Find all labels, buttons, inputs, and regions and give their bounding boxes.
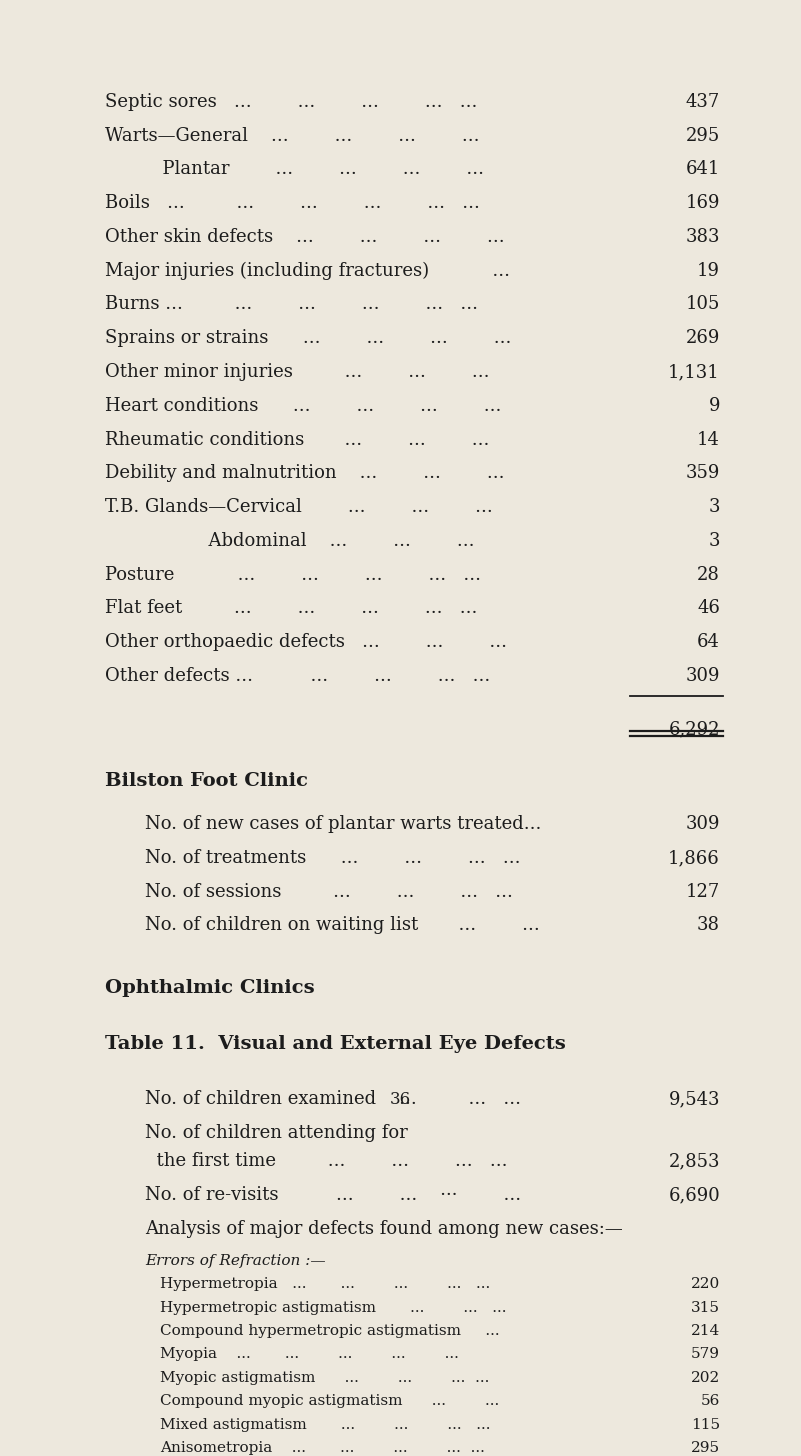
Text: Heart conditions      ...        ...        ...        ...: Heart conditions ... ... ... ...: [105, 397, 501, 415]
Text: 1,131: 1,131: [668, 363, 720, 381]
Text: 214: 214: [690, 1324, 720, 1338]
Text: Myopic astigmatism      ...        ...        ...  ...: Myopic astigmatism ... ... ... ...: [160, 1370, 489, 1385]
Text: Hypermetropia   ...       ...        ...        ...   ...: Hypermetropia ... ... ... ... ...: [160, 1277, 490, 1291]
Text: Hypermetropic astigmatism       ...        ...   ...: Hypermetropic astigmatism ... ... ...: [160, 1300, 506, 1315]
Text: Major injuries (including fractures)           ...: Major injuries (including fractures) ...: [105, 262, 510, 280]
Text: Boils   ...         ...        ...        ...        ...   ...: Boils ... ... ... ... ... ...: [105, 194, 480, 213]
Text: Other minor injuries         ...        ...        ...: Other minor injuries ... ... ...: [105, 363, 489, 381]
Text: Plantar        ...        ...        ...        ...: Plantar ... ... ... ...: [105, 160, 484, 179]
Text: 6,292: 6,292: [669, 719, 720, 738]
Text: Other orthopaedic defects   ...        ...        ...: Other orthopaedic defects ... ... ...: [105, 633, 507, 651]
Text: 6,690: 6,690: [668, 1187, 720, 1204]
Text: the first time         ...        ...        ...   ...: the first time ... ... ... ...: [145, 1152, 508, 1171]
Text: Flat feet         ...        ...        ...        ...   ...: Flat feet ... ... ... ... ...: [105, 600, 477, 617]
Text: Table 11.  Visual and External Eye Defects: Table 11. Visual and External Eye Defect…: [105, 1035, 566, 1053]
Text: 220: 220: [690, 1277, 720, 1291]
Text: Anisometropia    ...       ...        ...        ...  ...: Anisometropia ... ... ... ... ...: [160, 1441, 485, 1455]
Text: 383: 383: [686, 229, 720, 246]
Text: Sprains or strains      ...        ...        ...        ...: Sprains or strains ... ... ... ...: [105, 329, 511, 348]
Text: 359: 359: [686, 464, 720, 482]
Text: 641: 641: [686, 160, 720, 179]
Text: Other defects ...          ...        ...        ...   ...: Other defects ... ... ... ... ...: [105, 667, 490, 684]
Text: 1,866: 1,866: [668, 849, 720, 866]
Text: Other skin defects    ...        ...        ...        ...: Other skin defects ... ... ... ...: [105, 229, 505, 246]
Text: Myopia    ...       ...        ...        ...        ...: Myopia ... ... ... ... ...: [160, 1347, 459, 1361]
Text: Ophthalmic Clinics: Ophthalmic Clinics: [105, 980, 315, 997]
Text: Analysis of major defects found among new cases:—: Analysis of major defects found among ne…: [145, 1220, 622, 1238]
Text: No. of re-visits          ...        ...    ···        ...: No. of re-visits ... ... ··· ...: [145, 1187, 521, 1204]
Text: Mixed astigmatism       ...        ...        ...   ...: Mixed astigmatism ... ... ... ...: [160, 1418, 490, 1431]
Text: No. of sessions         ...        ...        ...   ...: No. of sessions ... ... ... ...: [145, 882, 513, 901]
Text: Warts—General    ...        ...        ...        ...: Warts—General ... ... ... ...: [105, 127, 480, 144]
Text: No. of treatments      ...        ...        ...   ...: No. of treatments ... ... ... ...: [145, 849, 521, 866]
Text: 169: 169: [686, 194, 720, 213]
Text: Compound hypermetropic astigmatism     ...: Compound hypermetropic astigmatism ...: [160, 1324, 500, 1338]
Text: Rheumatic conditions       ...        ...        ...: Rheumatic conditions ... ... ...: [105, 431, 489, 448]
Text: No. of new cases of plantar warts treated...: No. of new cases of plantar warts treate…: [145, 815, 541, 833]
Text: 19: 19: [697, 262, 720, 280]
Text: 9,543: 9,543: [669, 1091, 720, 1108]
Text: T.B. Glands—Cervical        ...        ...        ...: T.B. Glands—Cervical ... ... ...: [105, 498, 493, 515]
Text: No. of children on waiting list       ...        ...: No. of children on waiting list ... ...: [145, 916, 540, 935]
Text: 579: 579: [691, 1347, 720, 1361]
Text: 202: 202: [690, 1370, 720, 1385]
Text: 28: 28: [697, 566, 720, 584]
Text: 38: 38: [697, 916, 720, 935]
Text: Burns ...         ...        ...        ...        ...   ...: Burns ... ... ... ... ... ...: [105, 296, 478, 313]
Text: No. of children examined    ...         ...   ...: No. of children examined ... ... ...: [145, 1091, 521, 1108]
Text: Bilston Foot Clinic: Bilston Foot Clinic: [105, 772, 308, 791]
Text: 36: 36: [390, 1091, 411, 1108]
Text: 3: 3: [709, 531, 720, 550]
Text: 309: 309: [686, 815, 720, 833]
Text: 14: 14: [697, 431, 720, 448]
Text: 2,853: 2,853: [669, 1152, 720, 1171]
Text: 295: 295: [691, 1441, 720, 1455]
Text: 315: 315: [691, 1300, 720, 1315]
Text: 309: 309: [686, 667, 720, 684]
Text: 9: 9: [709, 397, 720, 415]
Text: Posture           ...        ...        ...        ...   ...: Posture ... ... ... ... ...: [105, 566, 481, 584]
Text: 56: 56: [701, 1395, 720, 1408]
Text: Abdominal    ...        ...        ...: Abdominal ... ... ...: [105, 531, 474, 550]
Text: Debility and malnutrition    ...        ...        ...: Debility and malnutrition ... ... ...: [105, 464, 505, 482]
Text: 269: 269: [686, 329, 720, 348]
Text: 64: 64: [697, 633, 720, 651]
Text: 3: 3: [709, 498, 720, 515]
Text: 437: 437: [686, 93, 720, 111]
Text: 127: 127: [686, 882, 720, 901]
Text: 46: 46: [697, 600, 720, 617]
Text: Compound myopic astigmatism      ...        ...: Compound myopic astigmatism ... ...: [160, 1395, 499, 1408]
Text: 295: 295: [686, 127, 720, 144]
Text: 115: 115: [691, 1418, 720, 1431]
Text: Septic sores   ...        ...        ...        ...   ...: Septic sores ... ... ... ... ...: [105, 93, 477, 111]
Text: No. of children attending for: No. of children attending for: [145, 1124, 408, 1142]
Text: 105: 105: [686, 296, 720, 313]
Text: Errors of Refraction :—: Errors of Refraction :—: [145, 1254, 326, 1268]
